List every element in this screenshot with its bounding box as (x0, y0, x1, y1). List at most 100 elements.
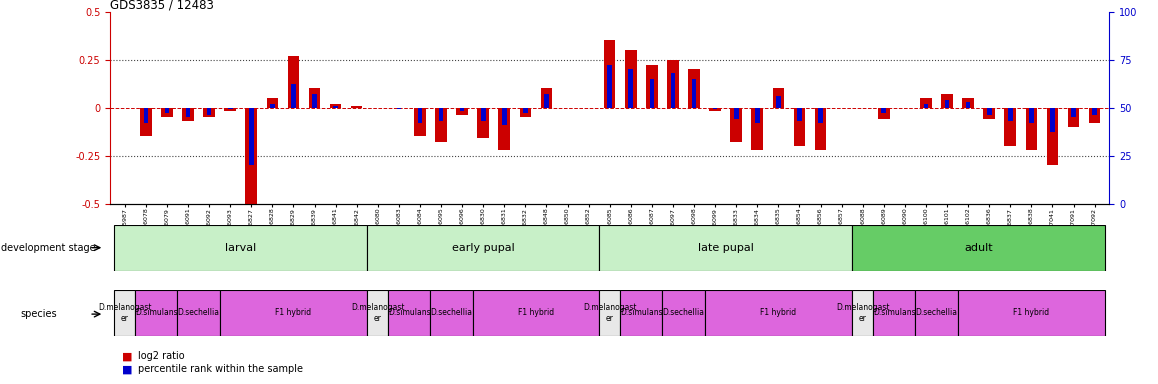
Text: D.simulans: D.simulans (388, 308, 431, 318)
Bar (309, 88, 321, 108)
Text: ■: ■ (122, 351, 132, 361)
Text: species: species (21, 309, 58, 319)
Bar (793, 108, 805, 146)
Bar (140, 108, 152, 136)
Bar (924, 104, 929, 108)
Bar (523, 108, 528, 113)
Bar (625, 50, 637, 108)
Bar (670, 73, 675, 108)
Bar (164, 108, 169, 113)
Bar (439, 108, 444, 121)
Bar (958, 290, 1105, 336)
Bar (367, 225, 599, 271)
Bar (228, 108, 233, 109)
Text: F1 hybrid: F1 hybrid (276, 308, 312, 318)
Bar (878, 108, 889, 119)
Bar (291, 84, 295, 108)
Bar (819, 108, 823, 123)
Text: D.sechellia: D.sechellia (662, 308, 704, 318)
Bar (177, 290, 220, 336)
Bar (477, 108, 489, 138)
Bar (881, 108, 886, 113)
Bar (873, 290, 915, 336)
Text: GDS3835 / 12483: GDS3835 / 12483 (110, 0, 214, 12)
Bar (915, 290, 958, 336)
Bar (688, 69, 699, 108)
Text: D.melanogast
er: D.melanogast er (836, 303, 889, 323)
Bar (752, 108, 763, 150)
Bar (182, 108, 193, 121)
Bar (621, 290, 662, 336)
Text: D.simulans: D.simulans (135, 308, 177, 318)
Text: ■: ■ (122, 364, 132, 374)
Text: D.sechellia: D.sechellia (431, 308, 472, 318)
Bar (115, 290, 135, 336)
Bar (225, 108, 236, 111)
Bar (755, 108, 760, 123)
Bar (270, 104, 274, 108)
Bar (599, 290, 621, 336)
Bar (1026, 108, 1038, 150)
Text: D.sechellia: D.sechellia (916, 308, 958, 318)
Bar (1089, 108, 1100, 123)
Text: F1 hybrid: F1 hybrid (518, 308, 554, 318)
Bar (1047, 108, 1058, 165)
Bar (731, 108, 742, 142)
Bar (115, 225, 367, 271)
Bar (776, 96, 780, 108)
Text: larval: larval (225, 243, 256, 253)
Text: D.melanogast
er: D.melanogast er (98, 303, 152, 323)
Bar (144, 108, 148, 123)
Bar (334, 106, 338, 108)
Bar (650, 79, 654, 108)
Bar (599, 225, 852, 271)
Bar (472, 290, 599, 336)
Bar (498, 108, 510, 150)
Bar (1092, 108, 1097, 115)
Bar (704, 290, 852, 336)
Bar (815, 108, 827, 150)
Bar (921, 98, 932, 108)
Bar (1004, 108, 1016, 146)
Text: early pupal: early pupal (452, 243, 514, 253)
Bar (388, 290, 431, 336)
Bar (710, 108, 721, 111)
Bar (367, 290, 388, 336)
Bar (541, 88, 552, 108)
Bar (418, 108, 423, 123)
Text: adult: adult (965, 243, 992, 253)
Bar (607, 65, 613, 108)
Text: D.melanogast
er: D.melanogast er (351, 303, 404, 323)
Bar (962, 98, 974, 108)
Bar (481, 108, 485, 121)
Text: F1 hybrid: F1 hybrid (761, 308, 797, 318)
Bar (204, 108, 215, 117)
Bar (396, 108, 401, 109)
Bar (691, 79, 696, 108)
Bar (772, 88, 784, 108)
Bar (966, 102, 970, 108)
Bar (135, 290, 177, 336)
Bar (713, 108, 718, 109)
Bar (1029, 108, 1034, 123)
Bar (460, 108, 464, 111)
Bar (734, 108, 739, 119)
Bar (351, 106, 362, 108)
Bar (941, 94, 953, 108)
Bar (330, 104, 342, 108)
Bar (1050, 108, 1055, 132)
Bar (185, 108, 190, 117)
Bar (603, 40, 616, 108)
Bar (544, 94, 549, 108)
Text: F1 hybrid: F1 hybrid (1013, 308, 1049, 318)
Bar (629, 69, 633, 108)
Text: D.melanogast
er: D.melanogast er (582, 303, 637, 323)
Bar (207, 108, 212, 115)
Bar (1007, 108, 1012, 121)
Bar (852, 290, 873, 336)
Bar (501, 108, 506, 125)
Bar (797, 108, 801, 121)
Bar (1068, 108, 1079, 127)
Bar (983, 108, 995, 119)
Bar (852, 225, 1105, 271)
